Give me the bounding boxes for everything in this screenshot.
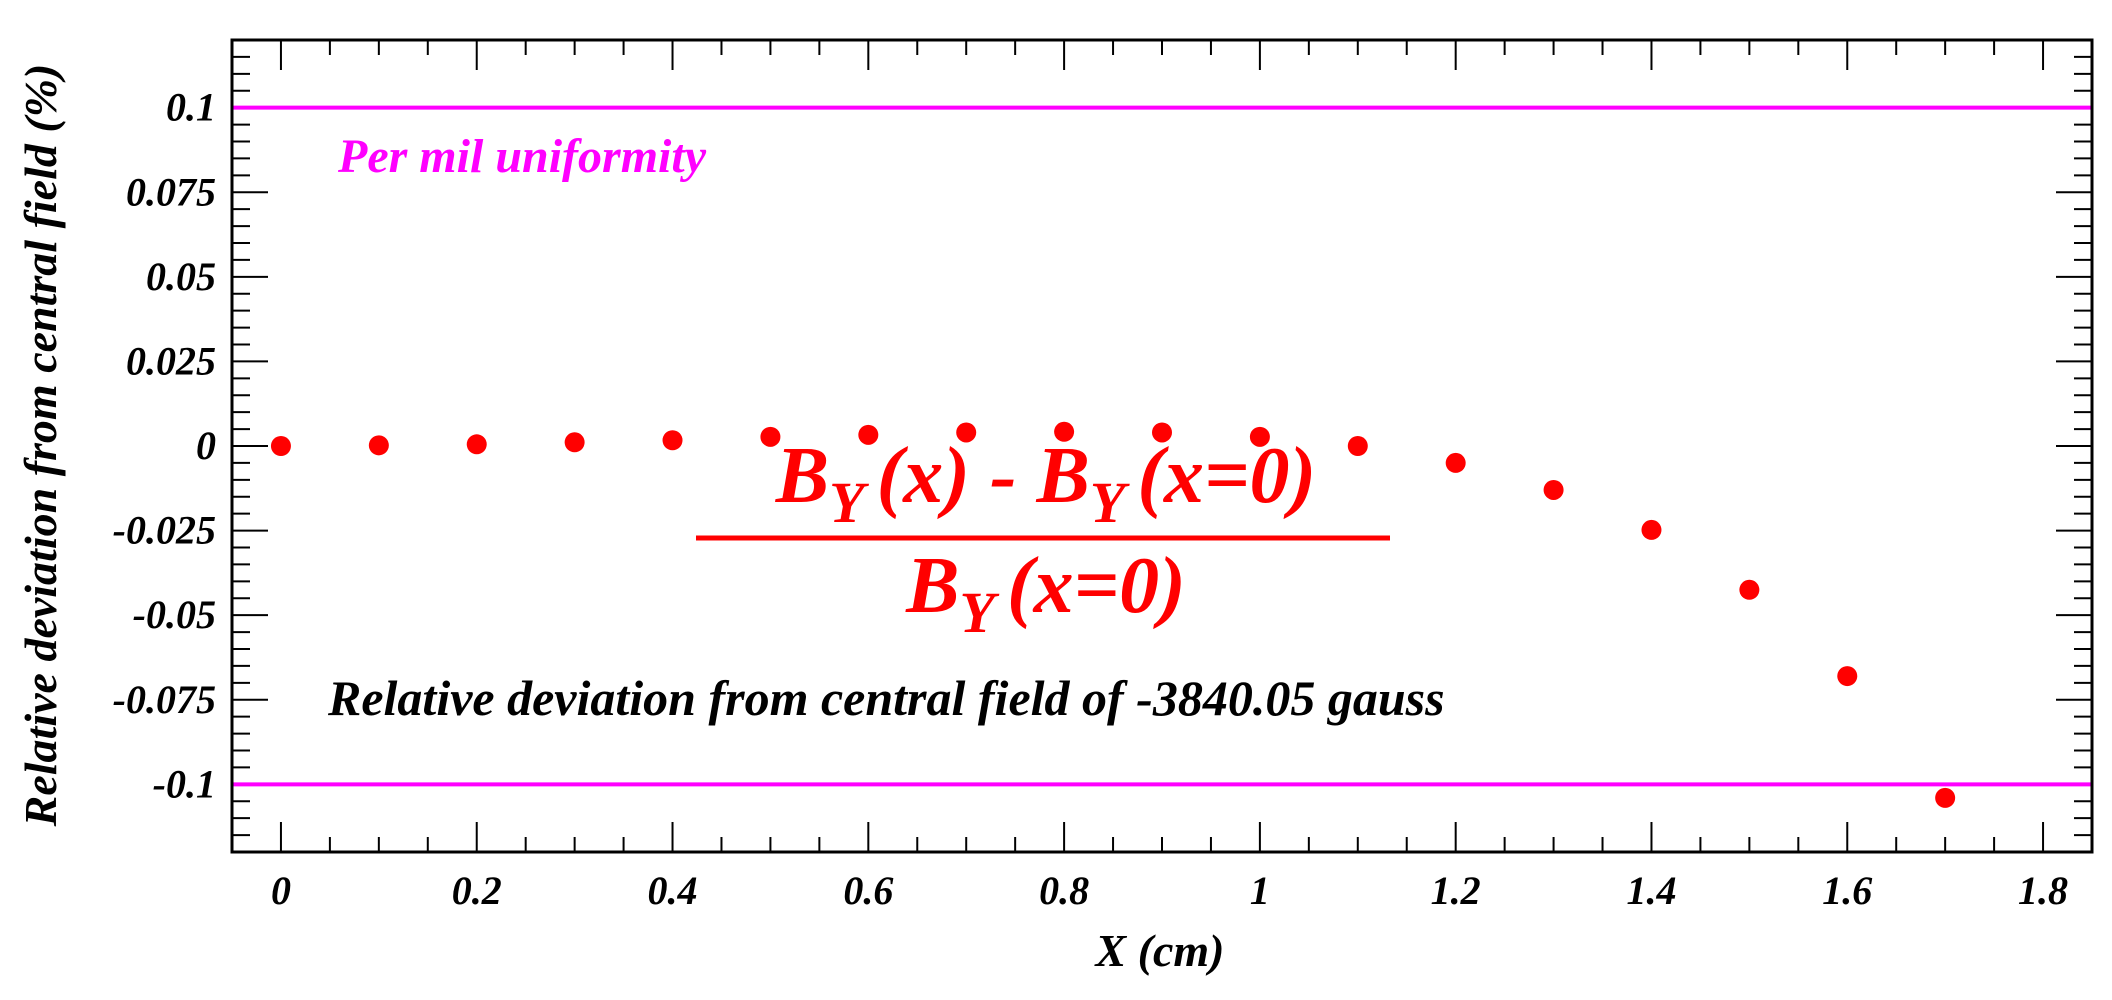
data-point (1739, 579, 1760, 600)
axis-ticks (231, 39, 2093, 853)
formula-sub2: Y (1090, 470, 1130, 535)
uniformity-label: Per mil uniformity (337, 130, 707, 183)
x-tick-label: 0.6 (843, 868, 893, 913)
data-point (760, 426, 781, 447)
data-point (1641, 519, 1662, 540)
formula-sub3: Y (960, 580, 1000, 645)
y-tick-label: -0.1 (153, 761, 216, 806)
x-tick-label: 0 (271, 868, 291, 913)
central-field-note: Relative deviation from central field of… (327, 670, 1445, 726)
x-tick-label: 1.4 (1626, 868, 1676, 913)
x-axis-title: X (cm) (1093, 925, 1224, 976)
data-point (368, 435, 389, 456)
y-tick-label: -0.075 (113, 677, 216, 722)
y-tick-label: 0.075 (126, 169, 216, 214)
x-tick-label: 0.2 (452, 868, 502, 913)
reference-lines (232, 105, 2092, 787)
data-point (956, 422, 977, 443)
x-tick-label: 0.4 (648, 868, 698, 913)
data-point (1152, 422, 1172, 443)
formula-sub1: Y (829, 470, 869, 535)
x-tick-label: 1 (1250, 868, 1270, 913)
x-tick-label: 1.8 (2018, 868, 2068, 913)
y-tick-label: 0 (196, 423, 216, 468)
data-point (1935, 787, 1956, 808)
y-tick-label: -0.025 (113, 508, 216, 553)
data-point (466, 434, 487, 455)
data-point (1837, 666, 1858, 687)
formula-b1: B (775, 432, 829, 520)
y-tick-label: 0.1 (166, 85, 216, 130)
x-tick-labels: 0 0.2 0.4 0.6 0.8 1 1.2 1.4 1.6 1.8 (271, 868, 2068, 913)
x-tick-label: 1.6 (1822, 868, 1872, 913)
x-tick-label: 0.8 (1039, 868, 1089, 913)
formula-arg2: (x=0) (1137, 432, 1316, 520)
formula-b3: B (905, 542, 959, 630)
formula-arg3: (x=0) (1007, 542, 1186, 630)
formula-numerator: BY (x) - BY (x=0) (775, 432, 1316, 535)
data-point (662, 430, 683, 451)
plot-frame (230, 38, 2094, 854)
data-points (270, 421, 1956, 808)
y-tick-label: -0.05 (133, 592, 216, 637)
data-point (1347, 436, 1368, 456)
data-point (1445, 452, 1466, 473)
formula-b2: B (1036, 432, 1090, 520)
formula-arg1: (x) - (877, 432, 1037, 520)
data-point (1543, 479, 1564, 500)
y-tick-labels: 0.1 0.075 0.05 0.025 0 -0.025 -0.05 -0.075 -0.1 (113, 85, 216, 807)
data-point (270, 436, 291, 456)
data-point (564, 432, 585, 453)
data-point (1249, 426, 1270, 447)
y-tick-label: 0.05 (146, 254, 216, 299)
formula-annotation: BY (x) - BY (x=0) BY (x=0) (696, 432, 1390, 645)
x-tick-label: 1.2 (1431, 868, 1481, 913)
data-point (1054, 421, 1075, 442)
y-tick-label: 0.025 (126, 338, 216, 383)
y-axis-title: Relative deviation from central field (%… (15, 64, 66, 828)
data-point (858, 424, 879, 445)
formula-denominator: BY (x=0) (905, 542, 1186, 645)
